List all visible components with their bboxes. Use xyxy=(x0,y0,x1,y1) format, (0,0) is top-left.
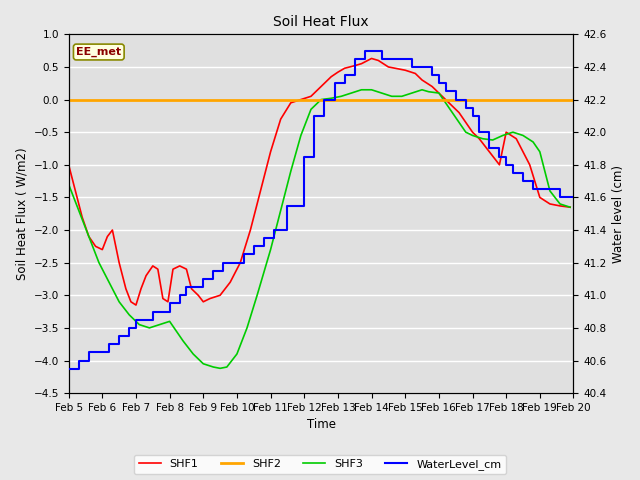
SHF1 xyxy=(368,56,376,61)
Y-axis label: Soil Heat Flux ( W/m2): Soil Heat Flux ( W/m2) xyxy=(15,147,28,280)
SHF3 xyxy=(358,87,365,93)
Line: WaterLevel_cm: WaterLevel_cm xyxy=(68,51,573,369)
X-axis label: Time: Time xyxy=(307,419,335,432)
Legend: SHF1, SHF2, SHF3, WaterLevel_cm: SHF1, SHF2, SHF3, WaterLevel_cm xyxy=(134,455,506,474)
WaterLevel_cm xyxy=(566,194,574,200)
WaterLevel_cm xyxy=(125,325,133,331)
SHF1 xyxy=(267,149,275,155)
SHF1 xyxy=(188,286,195,292)
SHF1 xyxy=(164,299,172,305)
WaterLevel_cm xyxy=(361,48,369,54)
SHF3 xyxy=(398,94,406,99)
Y-axis label: Water level (cm): Water level (cm) xyxy=(612,165,625,263)
Line: SHF3: SHF3 xyxy=(68,90,570,368)
SHF3 xyxy=(388,94,396,99)
Line: SHF1: SHF1 xyxy=(68,59,570,305)
Title: Soil Heat Flux: Soil Heat Flux xyxy=(273,15,369,29)
WaterLevel_cm xyxy=(159,309,167,314)
SHF1 xyxy=(566,204,574,210)
WaterLevel_cm xyxy=(529,186,537,192)
SHF3 xyxy=(156,322,163,327)
SHF3 xyxy=(566,204,574,210)
Text: EE_met: EE_met xyxy=(76,47,122,57)
SHF3 xyxy=(368,87,376,93)
WaterLevel_cm xyxy=(65,366,72,372)
SHF1 xyxy=(99,247,106,252)
WaterLevel_cm xyxy=(570,194,577,200)
WaterLevel_cm xyxy=(250,243,257,249)
SHF1 xyxy=(65,162,72,168)
WaterLevel_cm xyxy=(182,284,190,290)
SHF3 xyxy=(435,90,443,96)
SHF3 xyxy=(216,365,224,371)
SHF1 xyxy=(257,188,264,194)
SHF3 xyxy=(65,181,72,187)
SHF3 xyxy=(267,247,275,252)
SHF1 xyxy=(132,302,140,308)
SHF1 xyxy=(462,120,470,125)
